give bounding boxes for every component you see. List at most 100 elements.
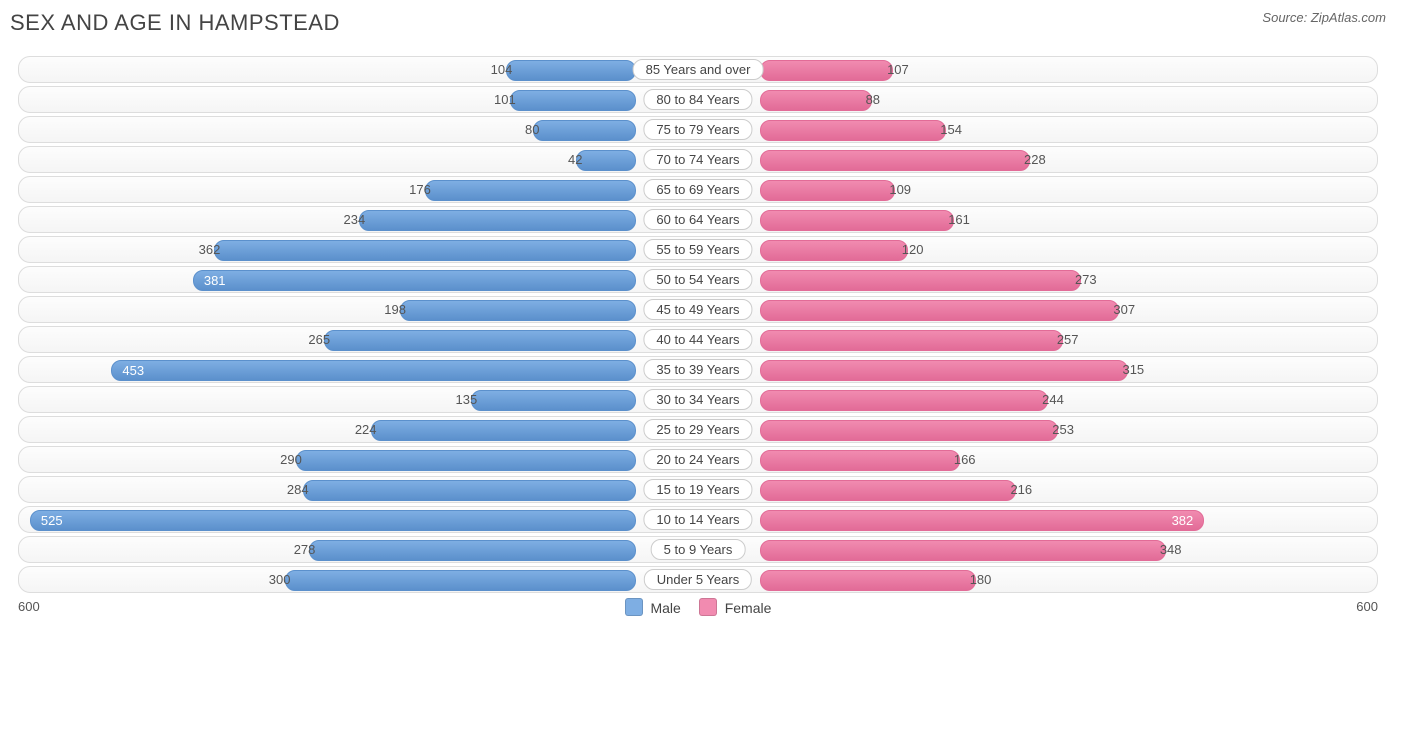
male-bar: [303, 480, 636, 501]
female-value: 107: [881, 57, 909, 82]
header: SEX AND AGE IN HAMPSTEAD Source: ZipAtla…: [10, 10, 1386, 36]
female-bar: [760, 570, 976, 591]
pyramid-row: 26525740 to 44 Years: [18, 326, 1378, 353]
age-category-label: 45 to 49 Years: [643, 299, 752, 320]
female-value: 253: [1046, 417, 1074, 442]
female-value: 315: [1116, 357, 1144, 382]
female-bar: [760, 240, 908, 261]
source-label: Source:: [1262, 10, 1307, 25]
male-bar: [309, 540, 636, 561]
age-category-label: 30 to 34 Years: [643, 389, 752, 410]
age-category-label: Under 5 Years: [644, 569, 752, 590]
axis-right-max: 600: [1356, 599, 1378, 614]
male-value: 224: [355, 417, 383, 442]
female-value: 257: [1051, 327, 1079, 352]
male-bar: [400, 300, 636, 321]
female-bar: [760, 60, 893, 81]
male-bar: [359, 210, 636, 231]
female-bar: [760, 360, 1128, 381]
male-value: 42: [568, 147, 588, 172]
legend-male: Male: [625, 598, 681, 616]
legend: Male Female: [10, 598, 1386, 616]
female-value: 307: [1107, 297, 1135, 322]
male-bar: [425, 180, 636, 201]
male-bar: [371, 420, 636, 441]
axis-left-max: 600: [18, 599, 40, 614]
female-value: 382: [1172, 513, 1194, 528]
male-bar: [471, 390, 636, 411]
age-category-label: 35 to 39 Years: [643, 359, 752, 380]
source: Source: ZipAtlas.com: [1262, 10, 1386, 25]
age-category-label: 80 to 84 Years: [643, 89, 752, 110]
male-value: 104: [491, 57, 519, 82]
male-bar: [533, 120, 636, 141]
legend-female-label: Female: [725, 600, 772, 616]
female-bar: [760, 480, 1016, 501]
female-value: 348: [1154, 537, 1182, 562]
pyramid-row: 1018880 to 84 Years: [18, 86, 1378, 113]
female-bar: [760, 390, 1048, 411]
female-value: 166: [948, 447, 976, 472]
age-category-label: 40 to 44 Years: [643, 329, 752, 350]
pyramid-row: 80 154 75 to 79 Years: [18, 116, 1378, 143]
age-category-label: 50 to 54 Years: [643, 269, 752, 290]
age-category-label: 65 to 69 Years: [643, 179, 752, 200]
age-category-label: 5 to 9 Years: [651, 539, 746, 560]
female-swatch: [699, 598, 717, 616]
male-bar: [296, 450, 636, 471]
male-bar: [506, 60, 636, 81]
female-value: 109: [883, 177, 911, 202]
female-bar: [760, 450, 960, 471]
male-swatch: [625, 598, 643, 616]
male-bar: 525: [30, 510, 636, 531]
female-bar: [760, 330, 1063, 351]
male-bar: [324, 330, 636, 351]
age-category-label: 55 to 59 Years: [643, 239, 752, 260]
pyramid-row: 362 120 55 to 59 Years: [18, 236, 1378, 263]
male-value: 381: [204, 273, 226, 288]
female-value: 161: [942, 207, 970, 232]
male-value: 362: [199, 237, 227, 262]
pyramid-chart: 10410785 Years and over1018880 to 84 Yea…: [10, 56, 1386, 593]
age-category-label: 70 to 74 Years: [643, 149, 752, 170]
pyramid-row: 42 228 70 to 74 Years: [18, 146, 1378, 173]
page-title: SEX AND AGE IN HAMPSTEAD: [10, 10, 340, 36]
female-bar: 382: [760, 510, 1204, 531]
pyramid-row: 104 107 85 Years and over: [18, 56, 1378, 83]
male-value: 198: [384, 297, 412, 322]
female-value: 228: [1018, 147, 1046, 172]
pyramid-row: 17610965 to 69 Years: [18, 176, 1378, 203]
female-value: 88: [860, 87, 880, 112]
female-value: 273: [1069, 267, 1097, 292]
pyramid-row: 29016620 to 24 Years: [18, 446, 1378, 473]
female-bar: [760, 120, 946, 141]
female-value: 154: [934, 117, 962, 142]
pyramid-row: 300 180 Under 5 Years: [18, 566, 1378, 593]
male-bar: 381: [193, 270, 636, 291]
legend-female: Female: [699, 598, 772, 616]
male-value: 284: [287, 477, 315, 502]
age-category-label: 85 Years and over: [633, 59, 764, 80]
male-value: 300: [269, 567, 297, 592]
female-bar: [760, 180, 895, 201]
male-value: 80: [525, 117, 545, 142]
source-name: ZipAtlas.com: [1311, 10, 1386, 25]
age-category-label: 25 to 29 Years: [643, 419, 752, 440]
female-bar: [760, 150, 1030, 171]
male-bar: [285, 570, 637, 591]
female-value: 244: [1036, 387, 1064, 412]
female-value: 120: [896, 237, 924, 262]
male-value: 278: [294, 537, 322, 562]
age-category-label: 60 to 64 Years: [643, 209, 752, 230]
male-bar: [214, 240, 636, 261]
age-category-label: 15 to 19 Years: [643, 479, 752, 500]
female-value: 180: [964, 567, 992, 592]
pyramid-row: 52538210 to 14 Years: [18, 506, 1378, 533]
pyramid-row: 28421615 to 19 Years: [18, 476, 1378, 503]
legend-male-label: Male: [650, 600, 680, 616]
pyramid-row: 381 273 50 to 54 Years: [18, 266, 1378, 293]
male-value: 453: [122, 363, 144, 378]
age-category-label: 75 to 79 Years: [643, 119, 752, 140]
male-value: 234: [344, 207, 372, 232]
pyramid-row: 13524430 to 34 Years: [18, 386, 1378, 413]
